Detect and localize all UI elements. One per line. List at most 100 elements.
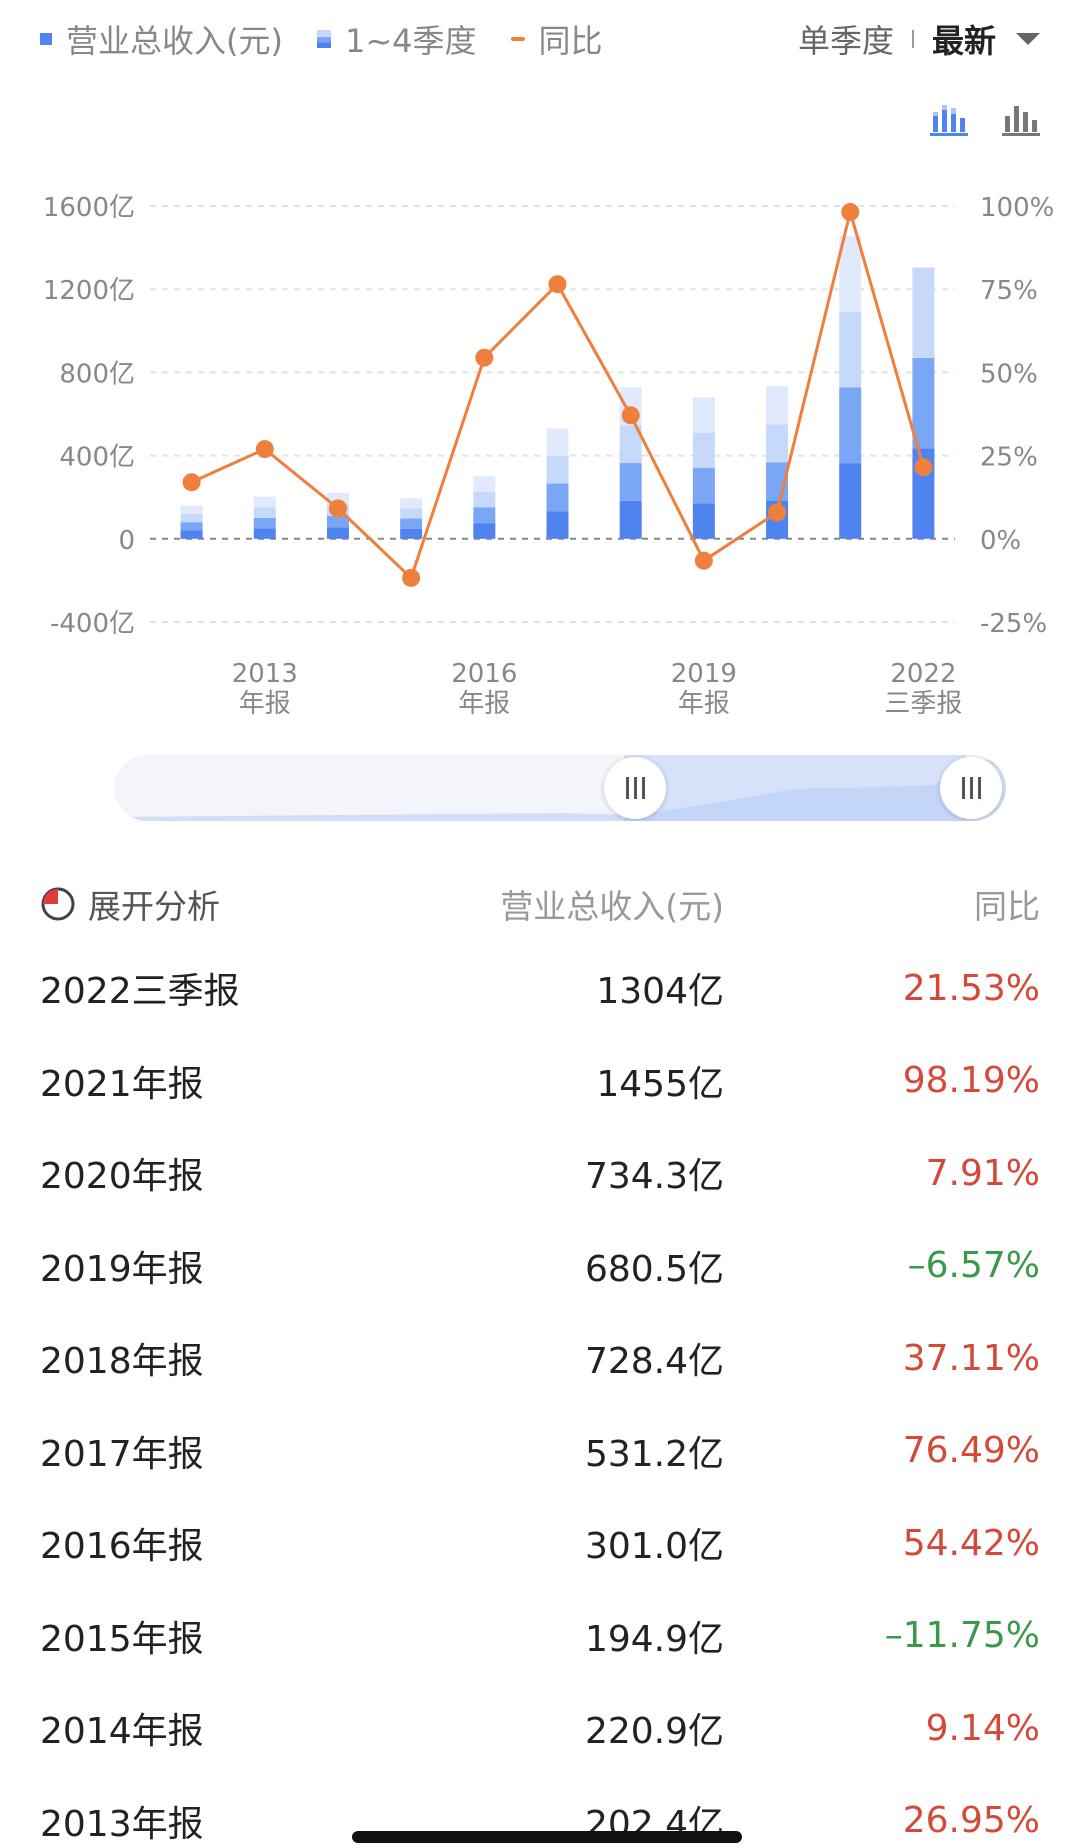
row-period: 2021年报: [40, 1063, 204, 1105]
bar-segment: [692, 432, 715, 469]
bar-segment: [692, 397, 715, 433]
bar-segment: [253, 517, 276, 529]
legend-revenue[interactable]: 营业总收入(元): [40, 16, 283, 62]
stacked-bar-icon: [316, 30, 331, 48]
bar-segment: [400, 518, 423, 529]
bar-segment: [400, 508, 423, 519]
row-yoy: 26.95%: [902, 1800, 1040, 1842]
row-yoy: –6.57%: [907, 1245, 1040, 1287]
latest-label[interactable]: 最新: [931, 22, 996, 60]
column-header-yoy: 同比: [974, 887, 1040, 926]
bar-segment: [839, 387, 862, 464]
range-slider[interactable]: [114, 755, 1006, 821]
bar-segment: [180, 530, 203, 539]
bar-segment: [253, 507, 276, 518]
row-revenue: 301.0亿: [584, 1526, 724, 1568]
table-row[interactable]: 2015年报 194.9亿 –11.75%: [40, 1590, 1040, 1683]
bar: [619, 387, 642, 539]
chart-legend: 营业总收入(元) 1~4季度 同比 单季度 最新: [40, 12, 1040, 66]
expand-analysis-button[interactable]: 展开分析: [40, 880, 220, 928]
x-tick-period: 年报: [458, 689, 510, 719]
table-row[interactable]: 2020年报 734.3亿 7.91%: [40, 1127, 1040, 1220]
legend-revenue-label: 营业总收入(元): [66, 22, 283, 60]
season-label[interactable]: 单季度: [797, 22, 894, 60]
row-yoy: 76.49%: [902, 1430, 1040, 1472]
row-revenue: 728.4亿: [584, 1341, 724, 1383]
row-revenue: 220.9亿: [584, 1711, 724, 1753]
left-tick-label: 0: [118, 526, 135, 556]
right-tick-label: 75%: [980, 276, 1038, 306]
left-tick-label: 1200亿: [43, 276, 135, 306]
bar-segment: [473, 491, 496, 508]
x-tick-year: 2013: [232, 659, 298, 689]
expand-analysis-label: 展开分析: [88, 887, 220, 926]
left-tick-label: 400亿: [59, 443, 135, 473]
revenue-table: 2022三季报 1304亿 21.53% 2021年报 1455亿 98.19% 2020年…: [40, 942, 1040, 1848]
bar-chart-icon[interactable]: [1002, 102, 1040, 136]
bar-segment: [546, 511, 569, 539]
bar-segment: [912, 357, 935, 449]
x-tick-year: 2022: [890, 659, 956, 689]
square-icon: [40, 33, 52, 45]
bar-segment: [400, 498, 423, 509]
revenue-chart: 1600亿 1200亿 800亿 400亿 0 -400亿 100% 75% 50% 25% 0%…: [43, 193, 1055, 719]
row-period: 2019年报: [40, 1248, 204, 1290]
row-revenue: 1304亿: [596, 971, 724, 1013]
bar-segment: [619, 463, 642, 501]
yoy-point: [914, 458, 933, 477]
row-period: 2018年报: [40, 1341, 204, 1383]
bar-segment: [473, 507, 496, 524]
row-yoy: 98.19%: [902, 1060, 1040, 1102]
yoy-point: [402, 568, 421, 587]
bar-segment: [619, 425, 642, 464]
bar-segment: [619, 500, 642, 539]
slider-left-handle[interactable]: [604, 757, 666, 819]
period-selector[interactable]: 单季度 最新: [798, 16, 1040, 62]
bar-segment: [692, 468, 715, 504]
x-tick-period: 年报: [239, 689, 291, 719]
yoy-point: [841, 203, 860, 222]
yoy-point: [475, 348, 494, 367]
yoy-point: [621, 406, 640, 425]
table-row[interactable]: 2017年报 531.2亿 76.49%: [40, 1405, 1040, 1498]
table-row[interactable]: 2016年报 301.0亿 54.42%: [40, 1497, 1040, 1590]
x-tick-period: 年报: [678, 689, 730, 719]
table-row[interactable]: 2021年报 1455亿 98.19%: [40, 1035, 1040, 1128]
bar-segment: [326, 492, 349, 505]
bar-segment: [546, 428, 569, 456]
row-period: 2020年报: [40, 1156, 204, 1198]
bar-segment: [473, 476, 496, 492]
table-row[interactable]: 2014年报 220.9亿 9.14%: [40, 1682, 1040, 1775]
table-row[interactable]: 2019年报 680.5亿 –6.57%: [40, 1220, 1040, 1313]
slider-selection[interactable]: [624, 755, 966, 821]
chart-grid: [150, 205, 955, 623]
legend-yoy[interactable]: 同比: [510, 16, 603, 62]
row-period: 2017年报: [40, 1433, 204, 1475]
bar-segment: [546, 483, 569, 512]
bar-segment: [473, 523, 496, 539]
stacked-bar-chart-icon[interactable]: [930, 102, 968, 136]
table-row[interactable]: 2022三季报 1304亿 21.53%: [40, 942, 1040, 1035]
legend-quarters[interactable]: 1~4季度: [316, 16, 477, 62]
x-tick-year: 2019: [671, 659, 737, 689]
bar: [180, 505, 203, 539]
chevron-down-icon[interactable]: [1016, 33, 1040, 45]
table-row[interactable]: 2018年报 728.4亿 37.11%: [40, 1312, 1040, 1405]
bar-segment: [180, 513, 203, 523]
bar: [473, 476, 496, 539]
row-revenue: 194.9亿: [584, 1618, 724, 1660]
right-tick-label: 25%: [980, 443, 1038, 473]
x-tick-period: 三季报: [884, 689, 962, 719]
bar-segment: [326, 527, 349, 539]
yoy-point: [255, 440, 274, 459]
legend-yoy-label: 同比: [538, 22, 603, 60]
home-indicator[interactable]: [352, 1831, 742, 1843]
row-revenue: 680.5亿: [584, 1248, 724, 1290]
bar-segment: [839, 236, 862, 312]
row-period: 2013年报: [40, 1803, 204, 1845]
x-tick-year: 2016: [451, 659, 517, 689]
slider-right-handle[interactable]: [940, 757, 1002, 819]
line-icon: [510, 37, 525, 41]
row-period: 2014年报: [40, 1711, 204, 1753]
row-yoy: 7.91%: [925, 1152, 1040, 1194]
